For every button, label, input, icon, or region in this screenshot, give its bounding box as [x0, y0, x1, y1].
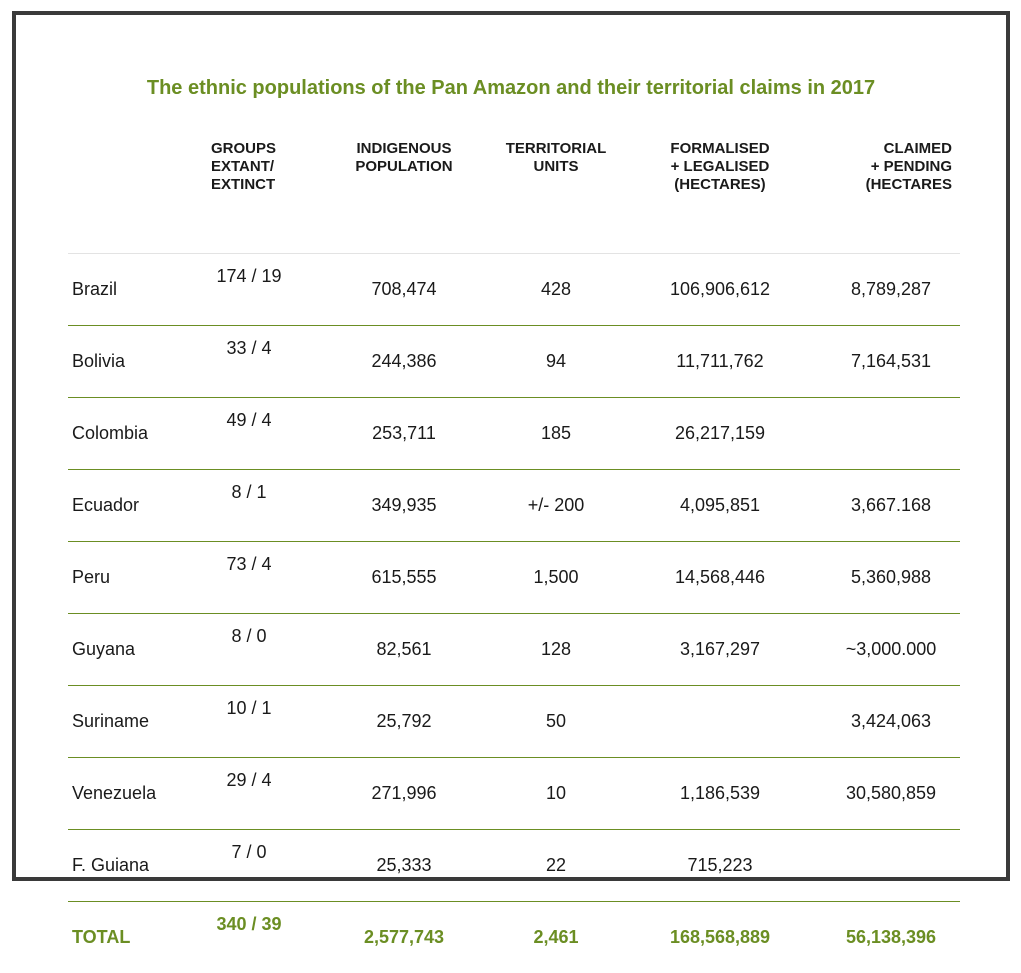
- cell-country: Suriname: [68, 686, 184, 758]
- total-row: TOTAL 340 / 39 2,577,743 2,461 168,568,8…: [68, 902, 960, 973]
- cell-claimed: ~3,000.000: [822, 614, 960, 686]
- table-row: Bolivia 33 / 4 244,386 94 11,711,762 7,1…: [68, 326, 960, 398]
- cell-population: 271,996: [314, 758, 494, 830]
- cell-country: Venezuela: [68, 758, 184, 830]
- cell-formalised: 106,906,612: [618, 254, 822, 326]
- cell-population: 253,711: [314, 398, 494, 470]
- cell-formalised: 11,711,762: [618, 326, 822, 398]
- cell-groups: 73 / 4: [184, 542, 314, 614]
- cell-claimed: 8,789,287: [822, 254, 960, 326]
- cell-units: 185: [494, 398, 618, 470]
- cell-population: 615,555: [314, 542, 494, 614]
- cell-groups: 29 / 4: [184, 758, 314, 830]
- header-population: INDIGENOUS POPULATION: [314, 140, 494, 254]
- table-row: Ecuador 8 / 1 349,935 +/- 200 4,095,851 …: [68, 470, 960, 542]
- table-row: Venezuela 29 / 4 271,996 10 1,186,539 30…: [68, 758, 960, 830]
- table-row: Brazil 174 / 19 708,474 428 106,906,612 …: [68, 254, 960, 326]
- cell-units: +/- 200: [494, 470, 618, 542]
- cell-country: Peru: [68, 542, 184, 614]
- cell-formalised: 3,167,297: [618, 614, 822, 686]
- cell-population: 349,935: [314, 470, 494, 542]
- total-formalised: 168,568,889: [618, 902, 822, 973]
- cell-units: 128: [494, 614, 618, 686]
- cell-country: Brazil: [68, 254, 184, 326]
- total-units: 2,461: [494, 902, 618, 973]
- cell-claimed: 3,667.168: [822, 470, 960, 542]
- cell-groups: 10 / 1: [184, 686, 314, 758]
- table-row: Suriname 10 / 1 25,792 50 3,424,063: [68, 686, 960, 758]
- cell-population: 25,792: [314, 686, 494, 758]
- header-row: GROUPS EXTANT/ EXTINCT INDIGENOUS POPULA…: [68, 140, 960, 254]
- total-label: TOTAL: [68, 902, 184, 973]
- cell-formalised: 26,217,159: [618, 398, 822, 470]
- table-frame: The ethnic populations of the Pan Amazon…: [12, 11, 1010, 881]
- table-row: Guyana 8 / 0 82,561 128 3,167,297 ~3,000…: [68, 614, 960, 686]
- cell-units: 428: [494, 254, 618, 326]
- cell-country: Ecuador: [68, 470, 184, 542]
- cell-claimed: 3,424,063: [822, 686, 960, 758]
- header-country: [68, 140, 184, 254]
- table-row: Colombia 49 / 4 253,711 185 26,217,159: [68, 398, 960, 470]
- cell-units: 50: [494, 686, 618, 758]
- cell-country: Guyana: [68, 614, 184, 686]
- cell-groups: 33 / 4: [184, 326, 314, 398]
- cell-groups: 8 / 0: [184, 614, 314, 686]
- header-claimed: CLAIMED + PENDING (HECTARES: [822, 140, 960, 254]
- cell-groups: 49 / 4: [184, 398, 314, 470]
- page-title: The ethnic populations of the Pan Amazon…: [16, 75, 1006, 101]
- cell-population: 244,386: [314, 326, 494, 398]
- header-territorial-units: TERRITORIAL UNITS: [494, 140, 618, 254]
- total-groups: 340 / 39: [184, 902, 314, 973]
- data-table: GROUPS EXTANT/ EXTINCT INDIGENOUS POPULA…: [68, 140, 960, 973]
- cell-units: 10: [494, 758, 618, 830]
- total-population: 2,577,743: [314, 902, 494, 973]
- total-claimed: 56,138,396: [822, 902, 960, 973]
- cell-formalised: [618, 686, 822, 758]
- cell-formalised: 14,568,446: [618, 542, 822, 614]
- header-groups: GROUPS EXTANT/ EXTINCT: [184, 140, 314, 254]
- cell-groups: 8 / 1: [184, 470, 314, 542]
- cell-population: 708,474: [314, 254, 494, 326]
- cell-claimed: 5,360,988: [822, 542, 960, 614]
- cell-formalised: 4,095,851: [618, 470, 822, 542]
- cell-claimed: [822, 398, 960, 470]
- header-formalised: FORMALISED + LEGALISED (HECTARES): [618, 140, 822, 254]
- cell-groups: 174 / 19: [184, 254, 314, 326]
- cell-country: Bolivia: [68, 326, 184, 398]
- cell-population: 82,561: [314, 614, 494, 686]
- cell-country: Colombia: [68, 398, 184, 470]
- cell-units: 94: [494, 326, 618, 398]
- cell-claimed: 7,164,531: [822, 326, 960, 398]
- cell-claimed: 30,580,859: [822, 758, 960, 830]
- cell-formalised: 1,186,539: [618, 758, 822, 830]
- cell-units: 1,500: [494, 542, 618, 614]
- table-row: Peru 73 / 4 615,555 1,500 14,568,446 5,3…: [68, 542, 960, 614]
